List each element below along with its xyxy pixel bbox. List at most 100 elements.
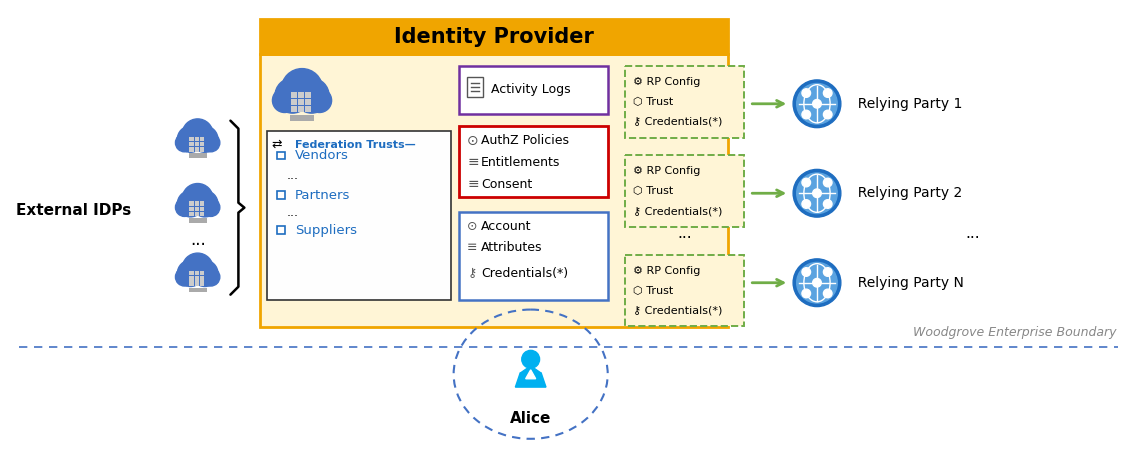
Text: Suppliers: Suppliers: [296, 224, 357, 236]
Bar: [200, 137, 204, 141]
Text: AuthZ Policies: AuthZ Policies: [482, 134, 569, 147]
Circle shape: [796, 263, 837, 303]
Circle shape: [521, 350, 540, 368]
Circle shape: [802, 289, 810, 298]
Text: ⚷: ⚷: [467, 267, 476, 280]
Text: Partners: Partners: [296, 189, 350, 202]
Text: Alice: Alice: [510, 412, 551, 427]
Bar: [267, 131, 451, 299]
Bar: [200, 142, 204, 146]
Polygon shape: [526, 370, 535, 379]
Circle shape: [192, 191, 218, 217]
Circle shape: [183, 119, 213, 150]
Text: Credentials(*): Credentials(*): [482, 267, 568, 280]
Circle shape: [177, 260, 203, 287]
Circle shape: [176, 268, 194, 286]
Text: Identity Provider: Identity Provider: [394, 26, 593, 47]
Bar: [305, 99, 310, 105]
Text: ⊙: ⊙: [467, 219, 478, 233]
Text: Woodgrove Enterprise Boundary: Woodgrove Enterprise Boundary: [913, 326, 1116, 340]
Circle shape: [294, 78, 329, 113]
Polygon shape: [516, 373, 547, 387]
Bar: [194, 271, 199, 275]
Bar: [194, 207, 199, 211]
Bar: [189, 212, 194, 216]
Circle shape: [183, 253, 213, 284]
Text: External IDPs: External IDPs: [16, 202, 131, 218]
Circle shape: [202, 198, 220, 217]
Circle shape: [824, 268, 832, 276]
Text: ≡: ≡: [467, 177, 479, 191]
Bar: [459, 66, 608, 114]
Text: Relying Party 2: Relying Party 2: [849, 186, 962, 200]
Text: ≡: ≡: [467, 241, 478, 254]
Polygon shape: [520, 368, 541, 373]
Bar: [188, 288, 207, 292]
Bar: [200, 271, 204, 275]
Text: Relying Party 1: Relying Party 1: [849, 97, 962, 111]
Circle shape: [273, 88, 297, 113]
Bar: [189, 271, 194, 275]
Bar: [194, 276, 199, 280]
Text: ⚙ RP Config: ⚙ RP Config: [633, 266, 701, 276]
Bar: [200, 147, 204, 151]
Bar: [188, 218, 207, 223]
Bar: [625, 156, 744, 227]
Bar: [200, 207, 204, 211]
Bar: [291, 99, 297, 105]
Text: ⚷ Credentials(*): ⚷ Credentials(*): [633, 206, 722, 216]
Text: Relying Party N: Relying Party N: [849, 276, 964, 290]
Bar: [467, 77, 483, 97]
Circle shape: [793, 259, 841, 307]
Bar: [459, 126, 608, 197]
Text: ⊙: ⊙: [467, 133, 479, 148]
Bar: [298, 99, 304, 105]
Text: ⬡ Trust: ⬡ Trust: [633, 97, 673, 107]
Circle shape: [192, 126, 218, 152]
Bar: [200, 201, 204, 206]
Circle shape: [802, 110, 810, 119]
Circle shape: [176, 198, 194, 217]
Bar: [194, 281, 199, 286]
Circle shape: [802, 268, 810, 276]
Bar: [291, 92, 297, 98]
Circle shape: [812, 279, 822, 287]
Bar: [194, 201, 199, 206]
Circle shape: [796, 84, 837, 124]
Text: ⇄: ⇄: [272, 138, 282, 151]
Bar: [277, 226, 285, 234]
Text: Vendors: Vendors: [296, 149, 349, 162]
Bar: [305, 106, 310, 112]
Bar: [189, 201, 194, 206]
Bar: [260, 54, 728, 327]
Circle shape: [183, 184, 213, 215]
Circle shape: [812, 189, 822, 198]
Text: ≡: ≡: [467, 156, 479, 169]
Text: ...: ...: [678, 226, 693, 241]
Text: ⚙ RP Config: ⚙ RP Config: [633, 77, 701, 87]
Bar: [277, 191, 285, 199]
Bar: [189, 137, 194, 141]
Bar: [260, 19, 728, 54]
Bar: [189, 207, 194, 211]
Bar: [194, 137, 199, 141]
Text: ⬡ Trust: ⬡ Trust: [633, 286, 673, 296]
Bar: [189, 142, 194, 146]
Text: Entitlements: Entitlements: [482, 156, 560, 169]
Bar: [188, 154, 207, 158]
Circle shape: [275, 78, 310, 113]
Circle shape: [802, 200, 810, 208]
Circle shape: [824, 110, 832, 119]
Text: ⚙ RP Config: ⚙ RP Config: [633, 166, 701, 176]
Circle shape: [796, 173, 837, 213]
Circle shape: [802, 178, 810, 187]
Circle shape: [824, 200, 832, 208]
Circle shape: [202, 134, 220, 152]
Bar: [194, 142, 199, 146]
Bar: [290, 115, 314, 121]
Text: Federation Trusts—: Federation Trusts—: [296, 140, 415, 149]
Text: ⚷ Credentials(*): ⚷ Credentials(*): [633, 306, 722, 315]
Text: ...: ...: [288, 206, 299, 219]
Bar: [305, 92, 310, 98]
Bar: [277, 151, 285, 159]
